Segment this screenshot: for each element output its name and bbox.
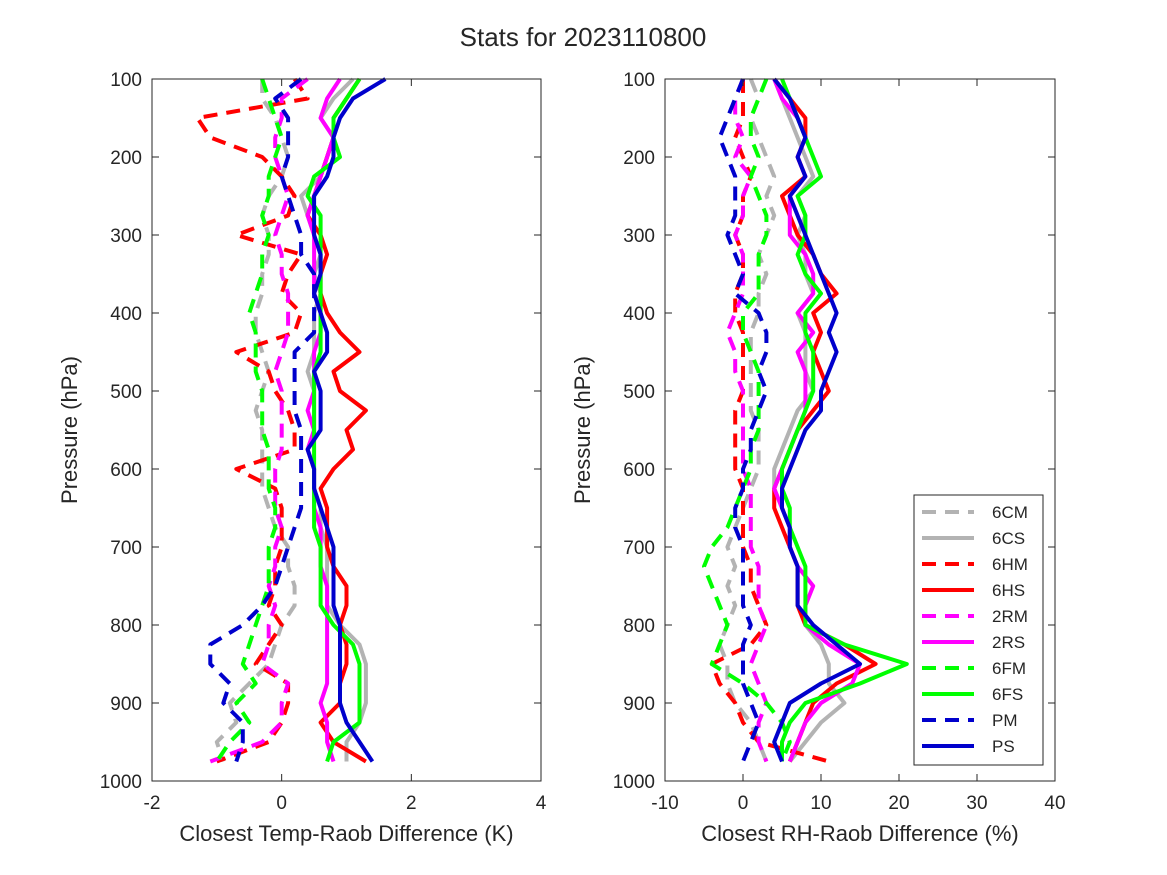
legend-label-6fm: 6FM — [992, 659, 1026, 678]
chart-title: Stats for 2023110800 — [460, 22, 707, 52]
temp-panel: -2 0 2 4 100 200 300 400 500 600 700 800 900 1000 Clos… — [57, 70, 547, 846]
x-tick-label: 0 — [738, 793, 749, 814]
y-tick-label: 300 — [110, 226, 142, 247]
y-tick-label: 800 — [110, 616, 142, 637]
y-tick-label: 700 — [623, 538, 655, 559]
x-tick-label: 10 — [810, 793, 831, 814]
legend-label-ps: PS — [992, 737, 1015, 756]
y-tick-label: 500 — [623, 382, 655, 403]
series-line-6fs — [780, 78, 909, 762]
x-tick-label: 4 — [536, 793, 547, 814]
x-axis-label: Closest Temp-Raob Difference (K) — [179, 821, 513, 846]
y-tick-label: 1000 — [613, 772, 655, 793]
rh-panel: -10 0 10 20 30 40 100 200 300 400 500 600 700 800 900 1… — [570, 70, 1066, 846]
series-line-pm — [208, 77, 317, 763]
y-tick-label: 200 — [623, 148, 655, 169]
y-axis-label: Pressure (hPa) — [57, 356, 82, 504]
y-tick-label: 400 — [623, 304, 655, 325]
y-tick-label: 600 — [623, 460, 655, 481]
x-tick-label: -2 — [144, 793, 161, 814]
legend-label-6hs: 6HS — [992, 581, 1025, 600]
y-tick-label: 700 — [110, 538, 142, 559]
series-line-ps — [772, 77, 862, 763]
y-tick-label: 800 — [623, 616, 655, 637]
series-line-2rm — [209, 77, 309, 764]
series-line-6cm — [717, 78, 777, 763]
legend: 6CM 6CS 6HM 6HS 2RM 2RS 6FM 6FS PM PS — [913, 494, 1044, 766]
series-line-ps — [305, 77, 387, 763]
y-tick-label: 400 — [110, 304, 142, 325]
y-tick-label: 1000 — [100, 772, 142, 793]
x-tick-label: 20 — [888, 793, 909, 814]
legend-label-pm: PM — [992, 711, 1018, 730]
y-tick-label: 600 — [110, 460, 142, 481]
axes-box — [151, 78, 542, 782]
series-line-2rm — [725, 78, 769, 763]
series-line-pm — [717, 78, 769, 763]
x-tick-label: -10 — [651, 793, 678, 814]
y-tick-label: 100 — [623, 70, 655, 91]
series-line-6fs — [305, 77, 362, 763]
series-line-6fm — [702, 78, 792, 763]
y-tick-label: 900 — [110, 694, 142, 715]
x-tick-label: 40 — [1044, 793, 1065, 814]
x-tick-label: 2 — [406, 793, 417, 814]
legend-label-2rm: 2RM — [992, 607, 1028, 626]
legend-label-2rs: 2RS — [992, 633, 1025, 652]
y-tick-label: 500 — [110, 382, 142, 403]
series-group — [702, 77, 909, 764]
axes-box — [664, 78, 1056, 782]
legend-label-6fs: 6FS — [992, 685, 1023, 704]
legend-label-6hm: 6HM — [992, 555, 1028, 574]
x-tick-label: 0 — [276, 793, 287, 814]
series-group — [195, 77, 387, 764]
x-tick-label: 30 — [966, 793, 987, 814]
y-tick-label: 100 — [110, 70, 142, 91]
x-axis-label: Closest RH-Raob Difference (%) — [701, 821, 1018, 846]
y-tick-label: 900 — [623, 694, 655, 715]
series-line-6fm — [215, 78, 284, 763]
y-tick-label: 300 — [623, 226, 655, 247]
y-axis-label: Pressure (hPa) — [570, 356, 595, 504]
series-line-6hm — [195, 77, 310, 764]
legend-label-6cs: 6CS — [992, 529, 1025, 548]
legend-label-6cm: 6CM — [992, 503, 1028, 522]
y-tick-label: 200 — [110, 148, 142, 169]
series-line-6cm — [214, 79, 297, 763]
